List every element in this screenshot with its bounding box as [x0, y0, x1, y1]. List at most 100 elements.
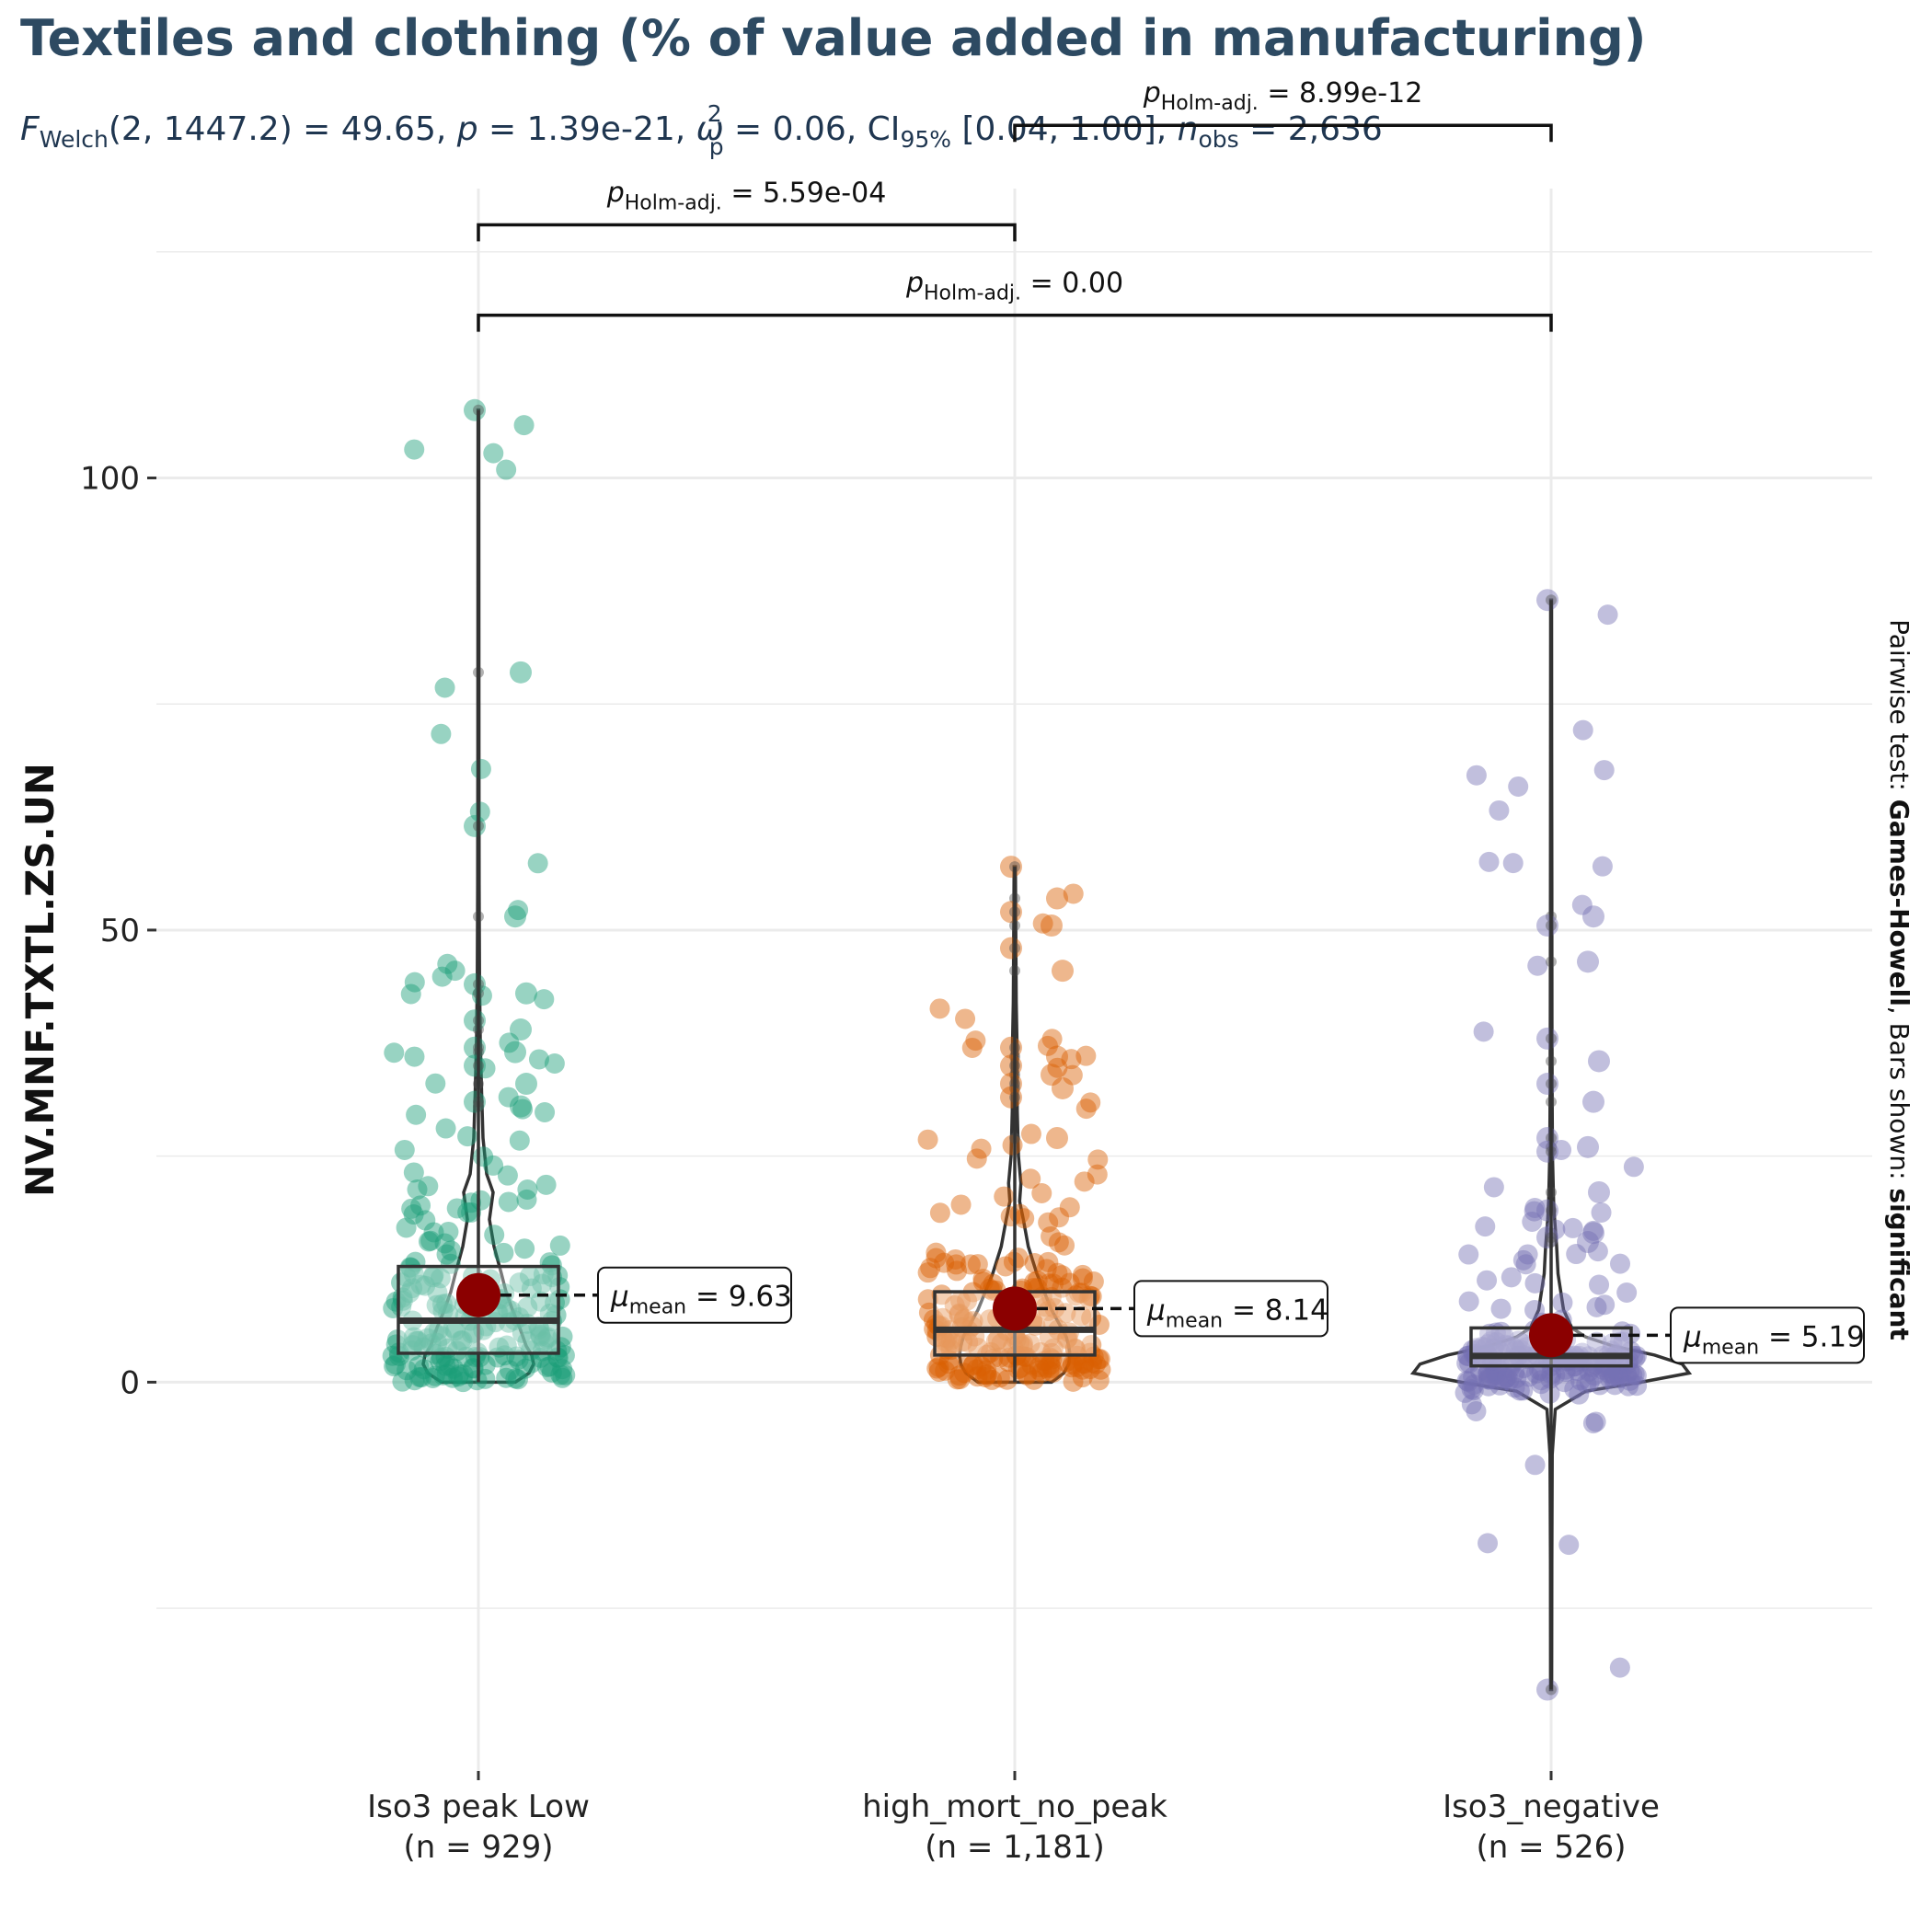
outlier-point — [1577, 1231, 1599, 1254]
data-point — [1486, 1331, 1507, 1352]
outlier-point — [515, 1073, 537, 1096]
data-point — [971, 1138, 992, 1159]
data-point — [987, 1328, 1008, 1350]
data-point — [391, 1272, 412, 1294]
data-point — [483, 1155, 504, 1176]
data-point — [1558, 1535, 1580, 1556]
data-point — [920, 1258, 941, 1279]
outlier-point — [1582, 1222, 1604, 1245]
data-point — [1063, 1371, 1084, 1392]
data-point — [457, 1126, 478, 1147]
data-point — [929, 998, 950, 1019]
data-point — [957, 1290, 978, 1311]
data-point — [1475, 1337, 1496, 1358]
data-point — [406, 1330, 427, 1351]
comparison-label: pHolm-adj. = 0.00 — [905, 268, 1123, 305]
data-point — [1602, 1333, 1623, 1354]
data-point — [1486, 1364, 1507, 1386]
data-point — [1572, 719, 1593, 741]
data-point — [1066, 1357, 1087, 1378]
data-point — [418, 1176, 439, 1197]
comparison-bracket — [477, 223, 1017, 242]
data-point — [1524, 1272, 1546, 1294]
data-point — [396, 1266, 417, 1287]
data-point — [530, 1326, 551, 1347]
outlier-point — [1582, 905, 1604, 928]
outlier-point — [510, 661, 532, 684]
data-point — [402, 1278, 423, 1299]
data-point — [917, 1262, 938, 1283]
data-point — [509, 1272, 530, 1294]
data-point — [946, 1254, 967, 1275]
data-point — [1582, 1413, 1604, 1434]
data-point — [427, 1332, 448, 1353]
data-point — [1007, 1248, 1029, 1269]
x-tick-label: high_mort_no_peak — [862, 1788, 1167, 1825]
data-point — [1014, 1346, 1035, 1367]
data-point — [983, 1273, 1004, 1294]
subtitle-stat-symbol: F — [20, 110, 40, 148]
subtitle-ci-value: [0.04, 1.00], — [951, 110, 1178, 148]
data-point — [413, 1359, 434, 1380]
data-point — [1023, 1369, 1044, 1390]
data-point — [496, 1335, 517, 1356]
outlier-point — [515, 982, 537, 1005]
data-point — [417, 1328, 438, 1349]
outlier-point — [1588, 1050, 1610, 1073]
data-point — [1592, 856, 1613, 877]
data-point — [1039, 1361, 1060, 1382]
subtitle-n-value: = 2,636 — [1239, 110, 1383, 148]
mean-label: μmean = 9.63 — [610, 1281, 792, 1319]
data-point — [527, 853, 548, 874]
data-point — [431, 1326, 453, 1347]
data-point — [1059, 1272, 1080, 1294]
comparison-bracket — [1013, 123, 1553, 143]
data-point — [392, 1371, 413, 1392]
data-point — [1024, 1271, 1045, 1293]
data-point — [1007, 1359, 1029, 1380]
data-point — [448, 1366, 469, 1387]
data-point — [1493, 1370, 1514, 1391]
data-point — [1087, 1164, 1108, 1185]
outlier-point — [1046, 887, 1068, 910]
data-point — [943, 1333, 964, 1354]
data-point — [532, 1273, 553, 1294]
data-point — [1513, 1358, 1535, 1379]
data-point — [1461, 1394, 1482, 1415]
outlier-point — [1588, 1180, 1610, 1203]
data-point — [404, 1370, 425, 1391]
data-point — [384, 1042, 405, 1064]
data-point — [430, 1351, 451, 1372]
data-point — [438, 1221, 459, 1242]
data-point — [1610, 1253, 1631, 1274]
data-point — [513, 415, 535, 436]
data-point — [385, 1291, 407, 1312]
data-point — [1619, 1370, 1640, 1391]
mean-label-box — [1133, 1280, 1328, 1338]
data-point — [1461, 1379, 1482, 1400]
data-point — [418, 1231, 439, 1252]
data-point — [1594, 1294, 1616, 1316]
data-point — [423, 1264, 444, 1285]
data-point — [1041, 1342, 1063, 1363]
mean-label: μmean = 5.19 — [1683, 1320, 1865, 1359]
data-point — [498, 1191, 519, 1213]
data-point — [384, 1356, 405, 1377]
data-point — [534, 989, 555, 1010]
data-point — [1059, 1197, 1080, 1218]
data-point — [552, 1359, 573, 1380]
data-point — [1463, 1366, 1484, 1387]
data-point — [945, 1248, 966, 1270]
data-point — [399, 1282, 420, 1304]
data-point — [1047, 1262, 1068, 1283]
data-point — [517, 1331, 538, 1352]
data-point — [444, 960, 466, 982]
data-point — [1063, 883, 1084, 904]
data-point — [520, 1340, 541, 1362]
outlier-point — [510, 1018, 532, 1041]
data-point — [1016, 1346, 1037, 1367]
data-point — [1456, 1370, 1478, 1391]
outlier-point — [1536, 1199, 1558, 1222]
outlier-point — [1041, 1064, 1063, 1087]
data-point — [952, 1331, 973, 1352]
